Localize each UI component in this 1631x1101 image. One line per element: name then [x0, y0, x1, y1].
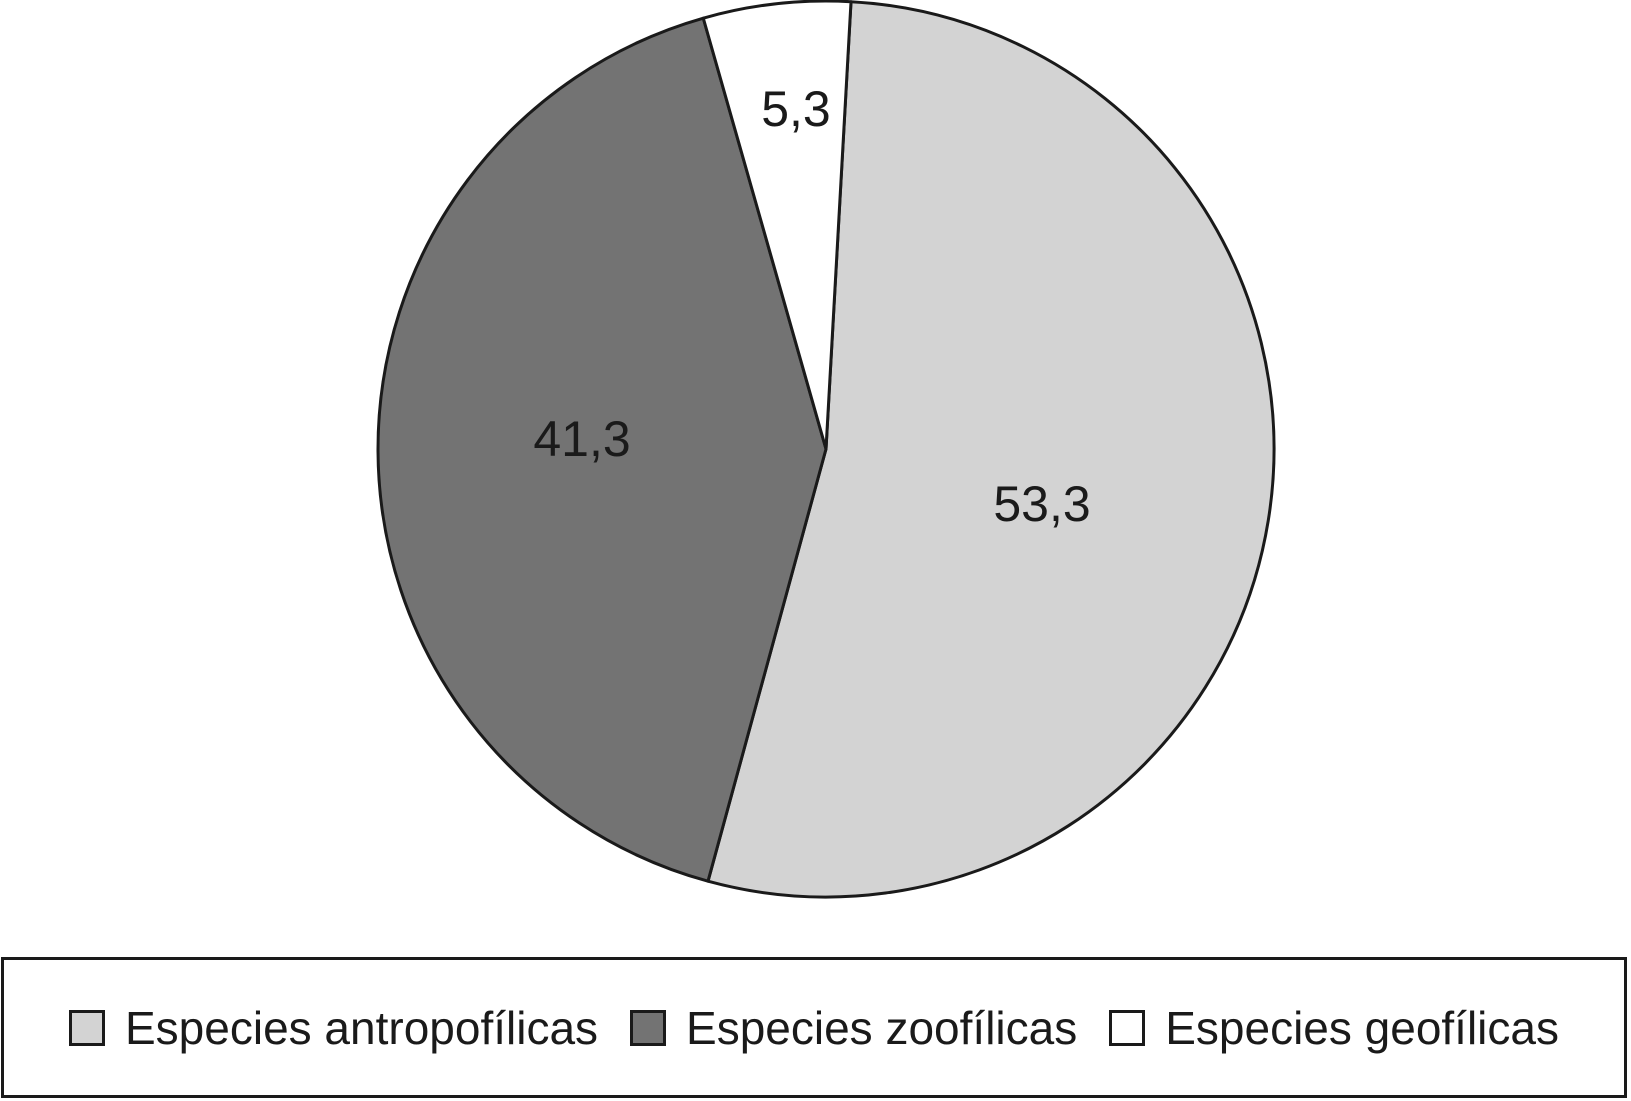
slice-value-label-geofilicas: 5,3: [761, 81, 831, 137]
legend-label-zoofilicas: Especies zoofílicas: [686, 1001, 1078, 1054]
pie-slice-antropofilicas: [706, 0, 1276, 899]
pie-slice-geofilicas: [701, 0, 853, 451]
legend-label-antropofilicas: Especies antropofílicas: [125, 1001, 599, 1054]
pie-slice-labels: 53,3 41,3 5,3: [533, 81, 1090, 532]
slice-value-label-zoofilicas: 41,3: [533, 411, 630, 467]
legend-label-geofilicas: Especies geofílicas: [1165, 1001, 1559, 1054]
slice-value-label-antropofilicas: 53,3: [993, 476, 1090, 532]
legend-swatch-zoofilicas: [630, 1009, 667, 1046]
legend-item-zoofilicas: Especies zoofílicas: [630, 1001, 1077, 1055]
pie-slice-zoofilicas: [376, 16, 828, 883]
legend-swatch-antropofilicas: [69, 1009, 105, 1046]
legend-item-antropofilicas: Especies antropofílicas: [69, 1001, 598, 1055]
legend-swatch-geofilicas: [1109, 1009, 1146, 1046]
pie-slices: [376, 0, 1276, 899]
legend-item-geofilicas: Especies geofílicas: [1109, 1001, 1559, 1055]
legend: Especies antropofílicas Especies zoofíli…: [1, 957, 1627, 1098]
